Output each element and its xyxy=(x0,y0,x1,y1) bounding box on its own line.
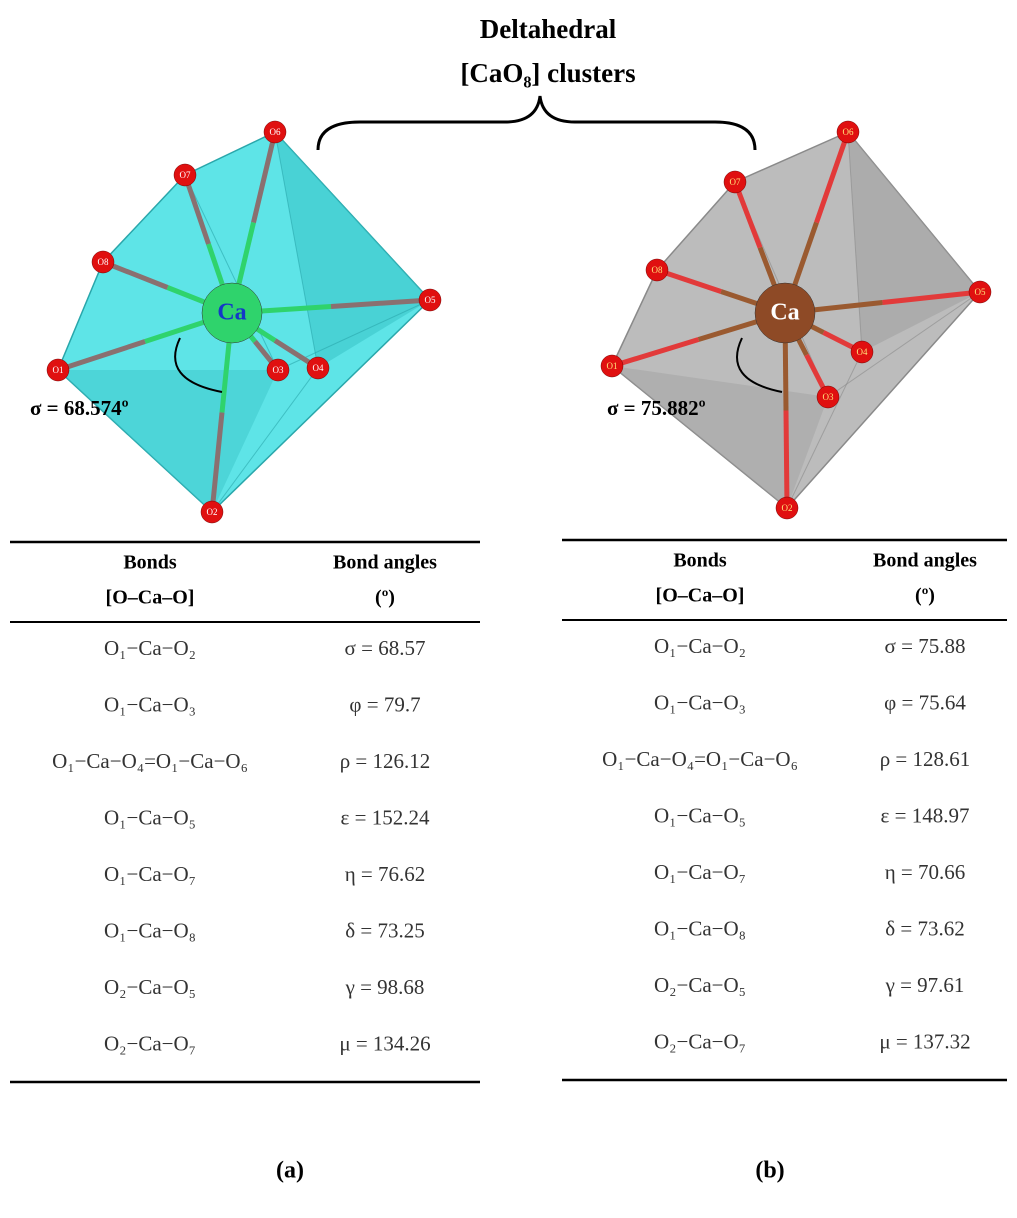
table-cell: O₁−Ca−O₄=O₁−Ca−O₆ xyxy=(602,747,798,771)
table-cell: O₁−Ca−O₃ xyxy=(104,692,196,716)
angle-annotation: σ = 68.574º xyxy=(30,396,129,420)
panel-label: (a) xyxy=(276,1158,304,1184)
table-cell: η = 76.62 xyxy=(345,862,426,886)
angle-annotation: σ = 75.882º xyxy=(607,396,706,420)
table-cell: μ = 137.32 xyxy=(879,1029,970,1053)
table-header: [O–Ca–O] xyxy=(656,585,745,607)
table-cell: ρ = 126.12 xyxy=(340,749,431,773)
polyhedron-face xyxy=(58,370,278,512)
table-cell: O₁−Ca−O₄=O₁−Ca−O₆ xyxy=(52,749,248,773)
o-label: O8 xyxy=(652,265,663,275)
table-cell: O₂−Ca−O₇ xyxy=(654,1029,746,1053)
o-label: O8 xyxy=(98,257,109,267)
table-header: Bonds xyxy=(123,552,177,574)
o-label: O2 xyxy=(207,507,218,517)
table-cell: δ = 73.62 xyxy=(885,916,965,940)
o-label: O1 xyxy=(53,365,64,375)
table-cell: ρ = 128.61 xyxy=(880,747,971,771)
ca-label: Ca xyxy=(217,300,246,326)
panel-label: (b) xyxy=(755,1158,784,1184)
title-line-1: Deltahedral xyxy=(480,14,617,44)
table-cell: O₂−Ca−O₅ xyxy=(654,973,746,997)
panel: Ca O1 O2 O3 O4 O5 O6 O7 O8 σ = 75.882º Bonds [O–Ca–… xyxy=(562,121,1007,1184)
table-cell: μ = 134.26 xyxy=(339,1031,430,1055)
table-cell: O₁−Ca−O₂ xyxy=(654,634,746,658)
table-cell: η = 70.66 xyxy=(885,860,966,884)
table-cell: σ = 75.88 xyxy=(885,634,966,658)
o-label: O3 xyxy=(273,365,284,375)
title-line-2: [CaO₈] clusters xyxy=(460,58,635,88)
o-label: O2 xyxy=(782,503,793,513)
table-cell: O₁−Ca−O₃ xyxy=(654,690,746,714)
table-header: Bonds xyxy=(673,550,727,572)
table-cell: O₂−Ca−O₇ xyxy=(104,1031,196,1055)
table-cell: O₁−Ca−O₇ xyxy=(654,860,746,884)
figure: Deltahedral [CaO₈] clusters Ca O1 O2 O3 O4 O5… xyxy=(0,0,1017,1218)
panel: Ca O1 O2 O3 O4 O5 O6 O7 O8 σ = 68.574º Bonds [O–Ca–… xyxy=(10,121,480,1184)
table-header: Bond angles xyxy=(873,550,977,572)
table-cell: O₁−Ca−O₅ xyxy=(654,803,746,827)
table-cell: O₁−Ca−O₇ xyxy=(104,862,196,886)
ca-label: Ca xyxy=(770,300,799,326)
o-label: O7 xyxy=(730,177,741,187)
o-label: O6 xyxy=(270,127,281,137)
table-cell: O₁−Ca−O₅ xyxy=(104,805,196,829)
table-cell: ε = 152.24 xyxy=(341,805,430,829)
brace xyxy=(318,96,755,150)
table-header: (º) xyxy=(915,585,935,607)
o-label: O4 xyxy=(857,347,868,357)
polyhedron-face xyxy=(848,132,980,352)
o-label: O6 xyxy=(843,127,854,137)
table-cell: O₁−Ca−O₈ xyxy=(654,916,746,940)
o-label: O5 xyxy=(975,287,986,297)
bond xyxy=(786,411,787,509)
table-cell: O₂−Ca−O₅ xyxy=(104,975,196,999)
o-label: O3 xyxy=(823,392,834,402)
table-cell: φ = 75.64 xyxy=(884,690,966,714)
table-cell: γ = 97.61 xyxy=(885,973,965,997)
o-label: O4 xyxy=(313,363,324,373)
table-cell: O₁−Ca−O₂ xyxy=(104,636,196,660)
o-label: O1 xyxy=(607,361,618,371)
o-label: O5 xyxy=(425,295,436,305)
table-cell: ε = 148.97 xyxy=(881,803,970,827)
table-cell: φ = 79.7 xyxy=(349,692,420,716)
table-cell: O₁−Ca−O₈ xyxy=(104,918,196,942)
table-cell: γ = 98.68 xyxy=(345,975,425,999)
table-cell: σ = 68.57 xyxy=(345,636,426,660)
o-label: O7 xyxy=(180,170,191,180)
table-header: [O–Ca–O] xyxy=(106,587,195,609)
table-cell: δ = 73.25 xyxy=(345,918,425,942)
table-header: Bond angles xyxy=(333,552,437,574)
table-header: (º) xyxy=(375,587,395,609)
